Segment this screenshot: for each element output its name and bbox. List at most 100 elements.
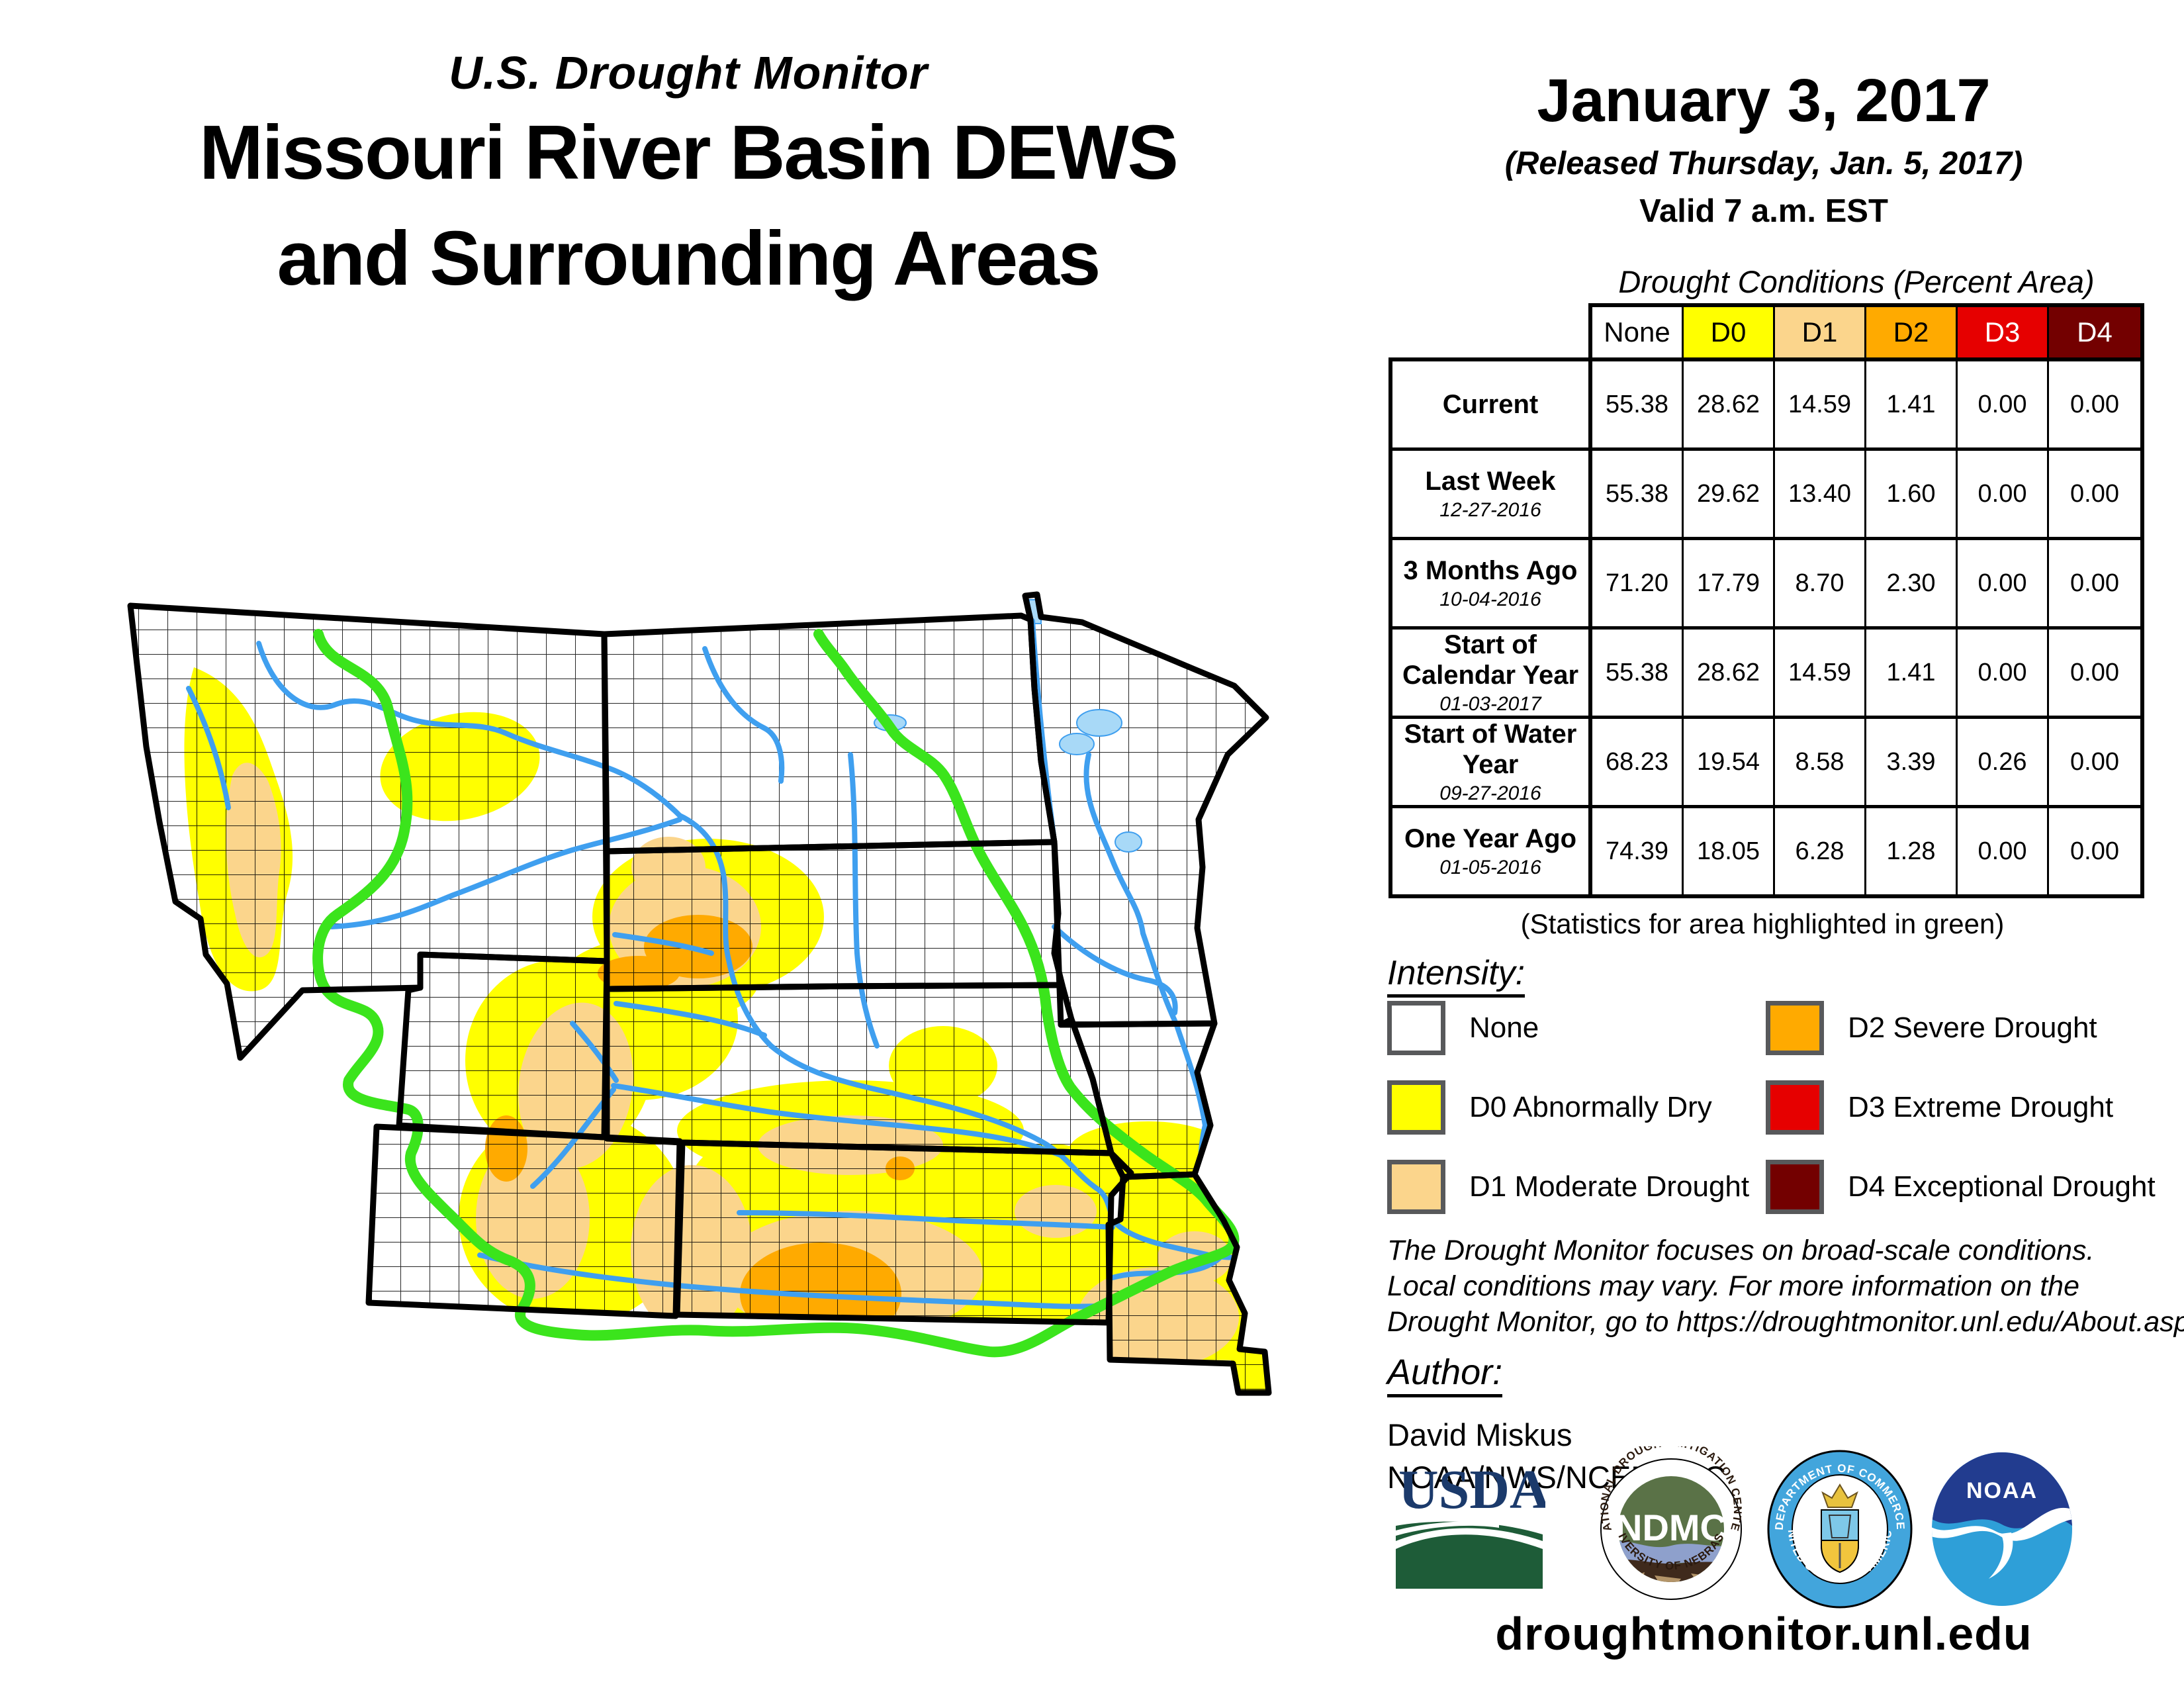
cell-value: 14.59 [1775,361,1866,447]
cell-value: 28.62 [1684,630,1775,716]
cell-value: 0.00 [1958,630,2049,716]
cell-value: 0.00 [2070,747,2119,776]
legend-label: D0 Abnormally Dry [1469,1091,1712,1123]
table-row: 3 Months Ago 10-04-2016 71.20 17.79 8.70… [1392,540,2140,630]
table-row: Last Week 12-27-2016 55.38 29.62 13.40 1… [1392,451,2140,540]
column-header-d3: D3 [1958,307,2049,357]
cell-value: 1.28 [1866,808,1958,894]
table-row: Start of Water Year 09-27-2016 68.23 19.… [1392,719,2140,808]
cell-value: 28.62 [1684,361,1775,447]
legend-swatch-none [1387,1001,1445,1055]
cell-value: 55.38 [1592,361,1684,447]
disclaimer: The Drought Monitor focuses on broad-sca… [1387,1233,2184,1340]
cell-value: 0.00 [2070,658,2119,686]
valid-time: Valid 7 a.m. EST [1639,193,1888,229]
legend-item-d2: D2 Severe Drought [1766,1001,2097,1055]
legend-item-d4: D4 Exceptional Drought [1766,1160,2156,1214]
cell-value: 55.38 [1592,451,1684,537]
column-header-none: None [1592,307,1684,357]
drought-table-header: None D0 D1 D2 D3 D4 [1588,303,2144,361]
cell-value: 3.39 [1866,719,1958,805]
legend-label: D1 Moderate Drought [1469,1170,1750,1203]
commerce-seal: DEPARTMENT OF COMMERCE UNITED STATES OF … [1760,1446,1913,1609]
legend-swatch-d4 [1766,1160,1824,1214]
legend-label: D2 Severe Drought [1848,1011,2097,1044]
state-boundaries [127,591,1272,1396]
map-date: January 3, 2017 [1537,67,1991,134]
report-title-line1: Missouri River Basin DEWS [199,109,1179,195]
row-label: One Year Ago [1404,824,1577,853]
cell-value: 6.28 [1775,808,1866,894]
doc-eagle [1821,1483,1858,1508]
cell-value: 18.05 [1684,808,1775,894]
cell-value: 0.26 [1958,719,2049,805]
row-label: Start of Calendar Year [1402,630,1579,690]
legend-label: D4 Exceptional Drought [1848,1170,2156,1203]
row-label: Start of Water Year [1404,720,1577,779]
table-row: Current 55.38 28.62 14.59 1.41 0.00 0.00 [1392,361,2140,451]
disclaimer-line: The Drought Monitor focuses on broad-sca… [1387,1235,2095,1266]
cell-value: 0.00 [1958,540,2049,626]
cell-value: 0.00 [1958,451,2049,537]
ndmc-logo: NDMC NATIONAL DROUGHT MITIGATION CENTER … [1592,1446,1743,1600]
cell-value: 71.20 [1592,540,1684,626]
basin-highlight-outline [312,629,1240,1358]
cell-value: 8.70 [1775,540,1866,626]
rivers [186,618,1251,1309]
cell-value: 0.00 [2070,479,2119,508]
row-label: Current [1442,390,1539,419]
cell-value: 17.79 [1684,540,1775,626]
table-footnote: (Statistics for area highlighted in gree… [1520,908,2005,939]
title-block: U.S. Drought Monitor Missouri River Basi… [79,46,1297,311]
drought-map [127,591,1272,1396]
footer-url: droughtmonitor.unl.edu [1495,1608,2032,1660]
column-header-d4: D4 [2049,307,2140,357]
legend-label: None [1469,1011,1539,1044]
legend-item-d3: D3 Extreme Drought [1766,1080,2113,1135]
usda-logo-text: USDA [1398,1459,1545,1521]
row-date: 10-04-2016 [1439,588,1541,610]
disclaimer-line: Local conditions may vary. For more info… [1387,1270,2080,1302]
usda-logo: USDA [1396,1459,1545,1589]
report-title-line2: and Surrounding Areas [277,215,1101,301]
cell-value: 29.62 [1684,451,1775,537]
legend-swatch-d1 [1387,1160,1445,1214]
legend-label: D3 Extreme Drought [1848,1091,2114,1123]
cell-value: 74.39 [1592,808,1684,894]
disclaimer-line: Drought Monitor, go to https://droughtmo… [1387,1306,2184,1338]
drought-table: Current 55.38 28.62 14.59 1.41 0.00 0.00… [1388,357,2144,898]
date-block: January 3, 2017 (Released Thursday, Jan.… [1403,66,2124,230]
row-label: Last Week [1425,467,1556,496]
column-header-d2: D2 [1866,307,1958,357]
noaa-logo: NOAA [1932,1452,2072,1606]
legend-item-none: None [1387,1001,1539,1055]
cell-value: 0.00 [2070,837,2119,865]
row-date: 01-05-2016 [1439,857,1541,878]
cell-value: 8.58 [1775,719,1866,805]
row-date: 01-03-2017 [1439,693,1541,715]
cell-value: 1.41 [1866,361,1958,447]
table-row: One Year Ago 01-05-2016 74.39 18.05 6.28… [1392,808,2140,894]
cell-value: 0.00 [2070,390,2119,418]
cell-value: 0.00 [1958,361,2049,447]
cell-value: 55.38 [1592,630,1684,716]
ndmc-logo-text: NDMC [1615,1507,1727,1548]
cell-value: 19.54 [1684,719,1775,805]
noaa-logo-text: NOAA [1966,1478,2038,1503]
cell-value: 68.23 [1592,719,1684,805]
report-super-title: U.S. Drought Monitor [449,47,928,99]
cell-value: 1.41 [1866,630,1958,716]
row-date: 12-27-2016 [1439,499,1541,521]
column-header-d0: D0 [1684,307,1775,357]
legend-item-d1: D1 Moderate Drought [1387,1160,1749,1214]
legend-heading: Intensity: [1387,953,1525,998]
table-title: Drought Conditions (Percent Area) [1618,264,2095,299]
column-header-d1: D1 [1775,307,1866,357]
legend-swatch-d0 [1387,1080,1445,1135]
author-name: David Miskus [1387,1417,1572,1452]
legend-item-d0: D0 Abnormally Dry [1387,1080,1712,1135]
table-row: Start of Calendar Year 01-03-2017 55.38 … [1392,630,2140,719]
cell-value: 0.00 [2070,569,2119,597]
legend-swatch-d2 [1766,1001,1824,1055]
